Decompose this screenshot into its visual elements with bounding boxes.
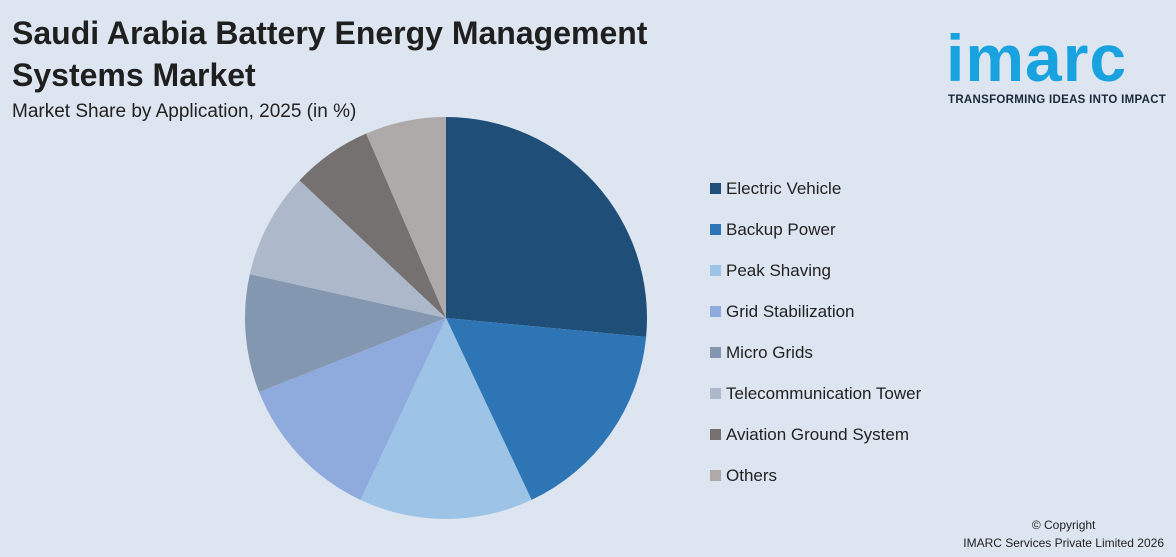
legend-swatch [710, 183, 721, 194]
legend-swatch [710, 265, 721, 276]
legend-swatch [710, 429, 721, 440]
chart-legend: Electric Vehicle Backup Power Peak Shaving… [710, 168, 921, 496]
pie-slice-aviation-ground-system [299, 133, 446, 318]
legend-label: Backup Power [726, 219, 836, 239]
copyright-notice: © Copyright IMARC Services Private Limit… [963, 516, 1164, 552]
pie-slice-electric-vehicle [446, 117, 647, 337]
chart-title-line2: Systems Market [12, 57, 256, 93]
legend-label: Aviation Ground System [726, 424, 909, 444]
pie-slice-grid-stabilization [259, 318, 446, 500]
copyright-line1: © Copyright [1031, 518, 1096, 532]
pie-slice-micro-grids [245, 274, 446, 392]
imarc-logo: imarc TRANSFORMING IDEAS INTO IMPACT [946, 10, 1170, 110]
chart-title-line1: Saudi Arabia Battery Energy Management [12, 15, 648, 51]
legend-label: Telecommunication Tower [726, 383, 922, 403]
legend-label: Grid Stabilization [726, 301, 855, 321]
legend-item: Backup Power [710, 209, 921, 250]
pie-slice-peak-shaving [360, 318, 532, 519]
legend-item: Peak Shaving [710, 250, 921, 291]
legend-label: Peak Shaving [726, 260, 831, 280]
legend-swatch [710, 306, 721, 317]
pie-slice-others [366, 117, 446, 318]
legend-swatch [710, 224, 721, 235]
legend-item: Aviation Ground System [710, 414, 921, 455]
legend-swatch [710, 470, 721, 481]
legend-swatch [710, 388, 721, 399]
legend-item: Others [710, 455, 921, 496]
chart-subtitle: Market Share by Application, 2025 (in %) [12, 101, 357, 122]
legend-label: Electric Vehicle [726, 178, 842, 198]
copyright-line2: IMARC Services Private Limited 2026 [963, 536, 1164, 550]
legend-label: Micro Grids [726, 342, 813, 362]
legend-label: Others [726, 465, 778, 485]
legend-item: Electric Vehicle [710, 168, 921, 209]
logo-wordmark: imarc [946, 21, 1128, 95]
chart-title: Saudi Arabia Battery Energy Management S… [12, 12, 772, 96]
legend-swatch [710, 347, 721, 358]
legend-item: Telecommunication Tower [710, 373, 921, 414]
legend-item: Grid Stabilization [710, 291, 921, 332]
pie-slice-telecommunication-tower [249, 180, 446, 318]
legend-item: Micro Grids [710, 332, 921, 373]
logo-tagline: TRANSFORMING IDEAS INTO IMPACT [948, 94, 1167, 106]
pie-slice-backup-power [446, 318, 647, 500]
